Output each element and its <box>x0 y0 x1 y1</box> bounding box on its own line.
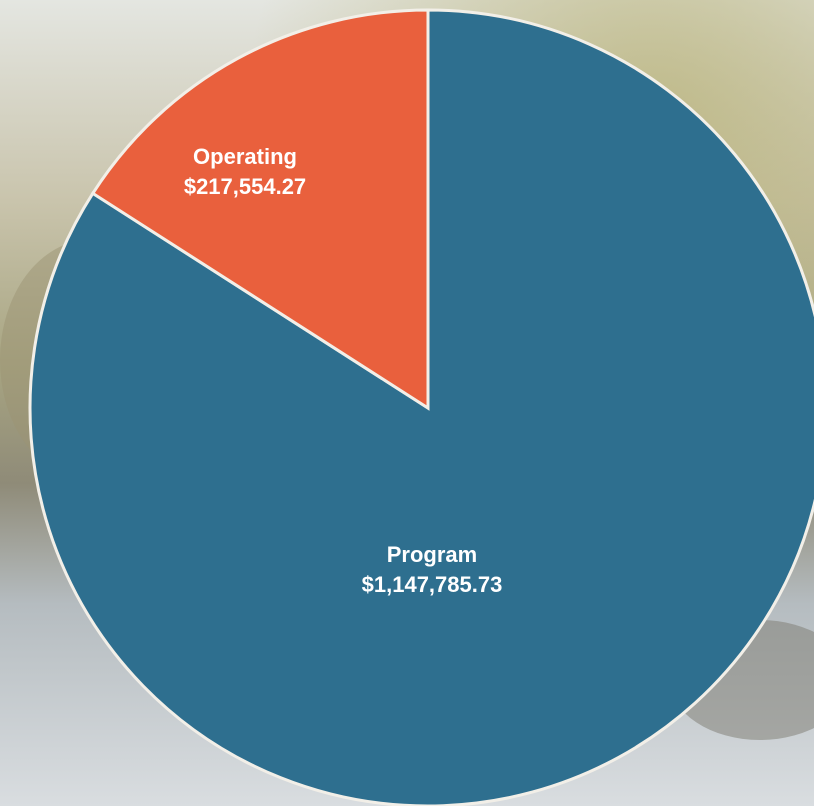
pie: Program $1,147,785.73 Operating $217,554.27 <box>30 10 814 806</box>
slice-value-label: $217,554.27 <box>184 174 306 199</box>
slice-label: Program <box>387 542 477 567</box>
slice-label: Operating <box>193 144 297 169</box>
page: Program $1,147,785.73 Operating $217,554.27… <box>0 0 814 806</box>
chart: Program $1,147,785.73 Operating $217,554.27 <box>0 0 814 806</box>
slice-value-label: $1,147,785.73 <box>362 572 503 597</box>
